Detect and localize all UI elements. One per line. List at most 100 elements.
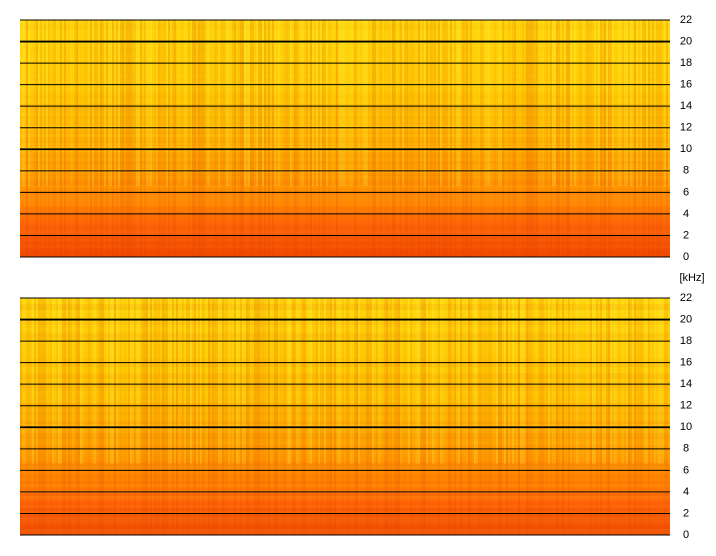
texture-stripe <box>376 298 378 535</box>
texture-stripe <box>236 298 238 464</box>
texture-stripe <box>110 298 112 464</box>
texture-stripe <box>340 298 342 464</box>
texture-stripe <box>538 298 540 535</box>
texture-stripe <box>172 298 174 535</box>
y-tick-label: 20 <box>680 313 692 325</box>
y-tick-label: 18 <box>680 57 692 69</box>
texture-stripe <box>396 20 398 186</box>
texture-stripe <box>188 20 190 257</box>
texture-band <box>20 322 670 325</box>
texture-stripe <box>456 20 458 186</box>
texture-stripe <box>322 298 324 535</box>
texture-stripe <box>324 298 326 464</box>
texture-stripe <box>648 298 650 535</box>
texture-stripe <box>406 20 408 257</box>
texture-stripe <box>386 20 388 257</box>
texture-band <box>20 385 670 388</box>
texture-stripe <box>116 20 118 257</box>
texture-stripe <box>654 20 656 186</box>
texture-band <box>20 475 670 478</box>
texture-stripe <box>408 20 410 257</box>
texture-stripe <box>78 298 80 535</box>
texture-band <box>20 248 670 251</box>
texture-stripe <box>60 20 62 257</box>
texture-stripe <box>26 298 28 535</box>
texture-stripe <box>38 298 40 535</box>
texture-stripe <box>192 298 194 535</box>
texture-stripe <box>268 298 270 535</box>
texture-stripe <box>420 298 422 535</box>
texture-stripe <box>514 20 516 257</box>
texture-band <box>20 35 670 38</box>
texture-stripe <box>400 20 402 257</box>
texture-band <box>20 230 670 233</box>
texture-stripe <box>174 20 176 257</box>
texture-stripe <box>312 20 314 186</box>
texture-stripe <box>640 298 642 535</box>
texture-stripe <box>296 20 298 257</box>
texture-stripe <box>238 20 240 257</box>
texture-stripe <box>392 20 394 257</box>
texture-band <box>20 59 670 62</box>
texture-stripe <box>546 20 548 257</box>
texture-stripe <box>548 20 550 186</box>
y-tick-label: 4 <box>683 208 689 220</box>
texture-band <box>20 415 670 418</box>
texture-stripe <box>64 298 66 535</box>
texture-band <box>20 26 670 29</box>
texture-stripe <box>214 298 216 535</box>
texture-stripe <box>94 20 96 257</box>
texture-stripe <box>388 298 390 535</box>
texture-stripe <box>168 20 170 257</box>
texture-stripe <box>40 298 42 535</box>
texture-band <box>20 41 670 44</box>
texture-stripe <box>296 298 298 464</box>
texture-band <box>20 484 670 487</box>
texture-band <box>20 155 670 158</box>
texture-stripe <box>642 20 644 257</box>
texture-stripe <box>350 298 352 464</box>
texture-stripe <box>342 298 344 535</box>
texture-stripe <box>240 298 242 535</box>
texture-stripe <box>88 20 90 186</box>
texture-band <box>20 391 670 394</box>
texture-stripe <box>642 298 644 535</box>
texture-stripe <box>348 20 350 186</box>
texture-stripe <box>82 298 84 464</box>
texture-stripe <box>112 298 114 464</box>
texture-band <box>20 364 670 367</box>
texture-stripe <box>60 298 62 464</box>
texture-band <box>20 349 670 352</box>
texture-stripe <box>378 298 380 464</box>
texture-stripe <box>136 20 138 186</box>
texture-stripe <box>588 298 590 464</box>
texture-stripe <box>344 20 346 186</box>
texture-stripe <box>274 20 276 186</box>
texture-stripe <box>280 20 282 186</box>
texture-stripe <box>632 298 634 464</box>
texture-stripe <box>426 298 428 464</box>
texture-stripe <box>380 20 382 257</box>
texture-stripe <box>412 20 414 257</box>
texture-stripe <box>320 20 322 186</box>
texture-band <box>20 478 670 481</box>
texture-stripe <box>448 298 450 535</box>
texture-stripe <box>468 298 470 535</box>
texture-band <box>20 221 670 224</box>
texture-stripe <box>124 20 126 257</box>
texture-stripe <box>658 298 660 464</box>
texture-stripe <box>638 298 640 535</box>
texture-stripe <box>332 20 334 186</box>
texture-band <box>20 376 670 379</box>
texture-stripe <box>384 20 386 257</box>
texture-stripe <box>486 298 488 535</box>
texture-band <box>20 328 670 331</box>
texture-band <box>20 113 670 116</box>
texture-stripe <box>316 298 318 535</box>
texture-band <box>20 373 670 376</box>
texture-stripe <box>132 298 134 464</box>
texture-stripe <box>566 20 568 257</box>
texture-stripe <box>340 20 342 186</box>
texture-stripe <box>286 20 288 257</box>
texture-stripe <box>372 20 374 257</box>
